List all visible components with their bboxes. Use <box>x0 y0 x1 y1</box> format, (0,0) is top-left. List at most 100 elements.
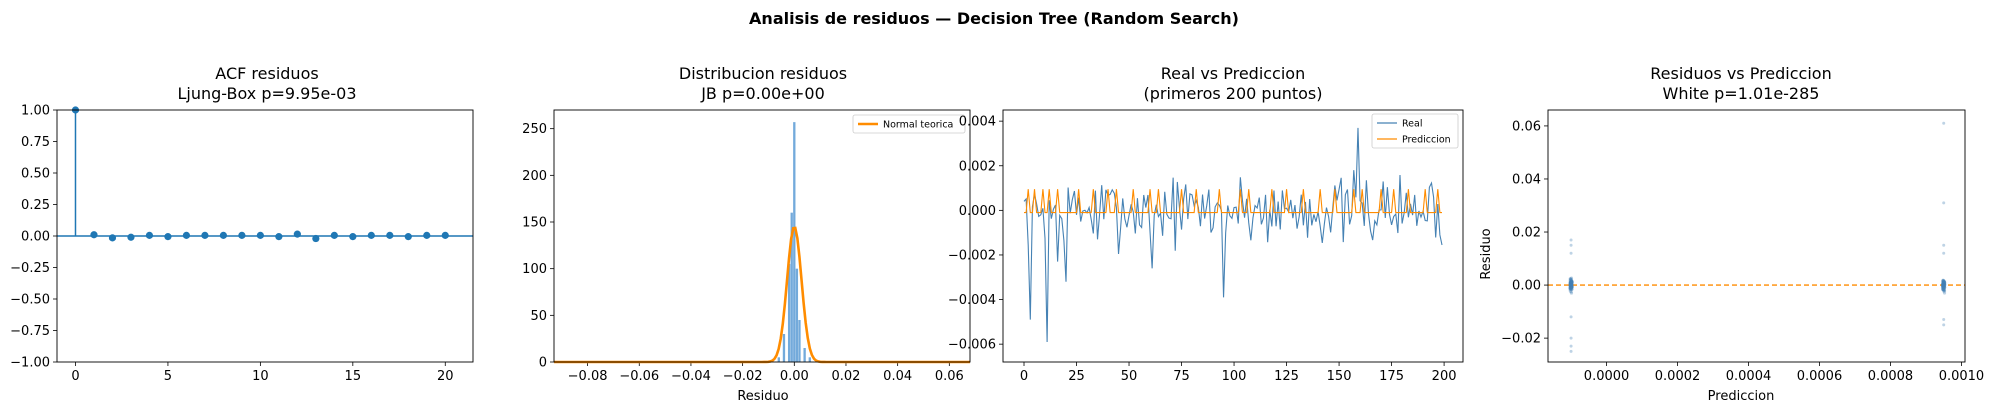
rvpred-point <box>1570 244 1573 247</box>
dist-legend: Normal teorica <box>853 115 965 133</box>
rvpred-xtick-label: 0.0002 <box>1655 369 1701 384</box>
dist-xtick-label: −0.02 <box>723 369 763 384</box>
rvpred-point <box>1570 350 1573 353</box>
rvp-xtick-label: 150 <box>1327 369 1352 384</box>
acf-point <box>386 232 393 239</box>
dist-xtick-label: 0.02 <box>831 369 860 384</box>
rvp-ytick-label: −0.002 <box>948 248 996 263</box>
rvp-xtick-label: 0 <box>1020 369 1028 384</box>
acf-point <box>349 233 356 240</box>
rvpred-point <box>1942 122 1945 125</box>
dist-xlabel: Residuo <box>737 389 788 404</box>
acf-ytick-label: 0.00 <box>21 230 50 245</box>
dist-hist-bar <box>803 348 805 362</box>
acf-ytick-label: 0.25 <box>21 198 50 213</box>
rvpred-axes-frame <box>1548 110 1965 362</box>
dist-hist-bar <box>793 122 795 362</box>
rvp-xtick-label: 25 <box>1068 369 1085 384</box>
rvp-xtick-label: 175 <box>1379 369 1404 384</box>
rvpred-xtick-label: 0.0008 <box>1868 369 1914 384</box>
rvpred-ytick-label: −0.02 <box>1501 332 1541 347</box>
dist-hist-bar <box>783 334 785 362</box>
acf-point <box>220 232 227 239</box>
rvpred-point <box>1942 252 1945 255</box>
acf-point <box>423 232 430 239</box>
rvpred-point <box>1942 318 1945 321</box>
acf-point <box>312 235 319 242</box>
acf-ytick-label: 1.00 <box>21 104 50 119</box>
rvp-title-line1: Real vs Prediccion <box>1161 64 1305 83</box>
rvpred-ytick-label: 0.04 <box>1512 172 1541 187</box>
acf-ytick-label: −0.50 <box>10 293 50 308</box>
acf-xtick-label: 5 <box>164 369 172 384</box>
rvpred-point <box>1570 252 1573 255</box>
rvp-ytick-label: −0.006 <box>948 338 996 353</box>
acf-point <box>257 232 264 239</box>
rvpred-title-line1: Residuos vs Prediccion <box>1650 64 1831 83</box>
acf-point <box>127 234 134 241</box>
rvp-real-line <box>1024 128 1442 342</box>
acf-ytick-label: −0.25 <box>10 261 50 276</box>
rvpred-ytick-label: 0.02 <box>1512 226 1541 241</box>
rvpred-xlabel: Prediccion <box>1708 389 1775 404</box>
rvpred-ytick-label: 0.06 <box>1512 119 1541 134</box>
acf-point <box>146 232 153 239</box>
rvpred-point <box>1570 283 1573 286</box>
acf-xtick-label: 0 <box>71 369 79 384</box>
dist-xtick-label: 0.04 <box>883 369 912 384</box>
rvp-legend: Real Prediccion <box>1372 114 1458 148</box>
dist-xtick-label: −0.08 <box>568 369 608 384</box>
panel-real-vs-pred: Real vs Prediccion (primeros 200 puntos)… <box>948 64 1463 384</box>
dist-xtick-label: 0.00 <box>780 369 809 384</box>
panel-acf: ACF residuos Ljung-Box p=9.95e-03 0 5 10 15… <box>10 64 473 384</box>
acf-point <box>294 231 301 238</box>
rvpred-xtick-label: 0.0000 <box>1584 369 1630 384</box>
acf-point <box>201 232 208 239</box>
rvp-xtick-label: 125 <box>1274 369 1299 384</box>
acf-point <box>405 233 412 240</box>
rvpred-ytick-label: 0.00 <box>1512 279 1541 294</box>
acf-point <box>109 234 116 241</box>
acf-xtick-label: 15 <box>345 369 362 384</box>
rvp-xtick-label: 75 <box>1173 369 1190 384</box>
rvpred-point <box>1942 323 1945 326</box>
rvp-xtick-label: 50 <box>1121 369 1138 384</box>
rvp-ytick-label: 0.004 <box>959 115 996 130</box>
rvpred-point <box>1942 201 1945 204</box>
acf-ytick-label: 0.75 <box>21 135 50 150</box>
dist-hist-bar <box>778 357 780 362</box>
dist-ytick-label: 0 <box>539 356 547 371</box>
dist-ytick-label: 100 <box>522 262 547 277</box>
rvpred-point <box>1570 345 1573 348</box>
rvp-legend-label-real: Real <box>1402 119 1422 130</box>
rvp-pred-line <box>1024 189 1442 212</box>
acf-point <box>275 233 282 240</box>
rvpred-point <box>1570 337 1573 340</box>
dist-axes-frame <box>554 110 970 362</box>
acf-ytick-label: 0.50 <box>21 167 50 182</box>
rvp-ytick-label: 0.000 <box>959 204 996 219</box>
acf-point <box>331 232 338 239</box>
acf-point <box>183 232 190 239</box>
rvpred-xtick-label: 0.0006 <box>1797 369 1843 384</box>
rvp-legend-label-pred: Prediccion <box>1402 135 1451 146</box>
dist-xtick-label: 0.06 <box>935 369 964 384</box>
dist-normal-curve <box>554 228 970 362</box>
rvpred-point <box>1570 291 1573 294</box>
rvp-ytick-label: −0.004 <box>948 293 996 308</box>
acf-ytick-label: −1.00 <box>10 356 50 371</box>
rvpred-point <box>1942 279 1945 282</box>
acf-title-line1: ACF residuos <box>215 64 318 83</box>
acf-point <box>164 233 171 240</box>
dist-hist-bar <box>796 269 798 362</box>
rvpred-title-line2: White p=1.01e-285 <box>1663 84 1820 103</box>
rvpred-point <box>1943 291 1946 294</box>
rvpred-point <box>1570 315 1573 318</box>
acf-ytick-label: −0.75 <box>10 324 50 339</box>
acf-point <box>368 232 375 239</box>
rvp-title-line2: (primeros 200 puntos) <box>1144 84 1323 103</box>
dist-title-line2: JB p=0.00e+00 <box>700 84 825 103</box>
acf-title-line2: Ljung-Box p=9.95e-03 <box>178 84 357 103</box>
rvpred-point <box>1570 238 1573 241</box>
